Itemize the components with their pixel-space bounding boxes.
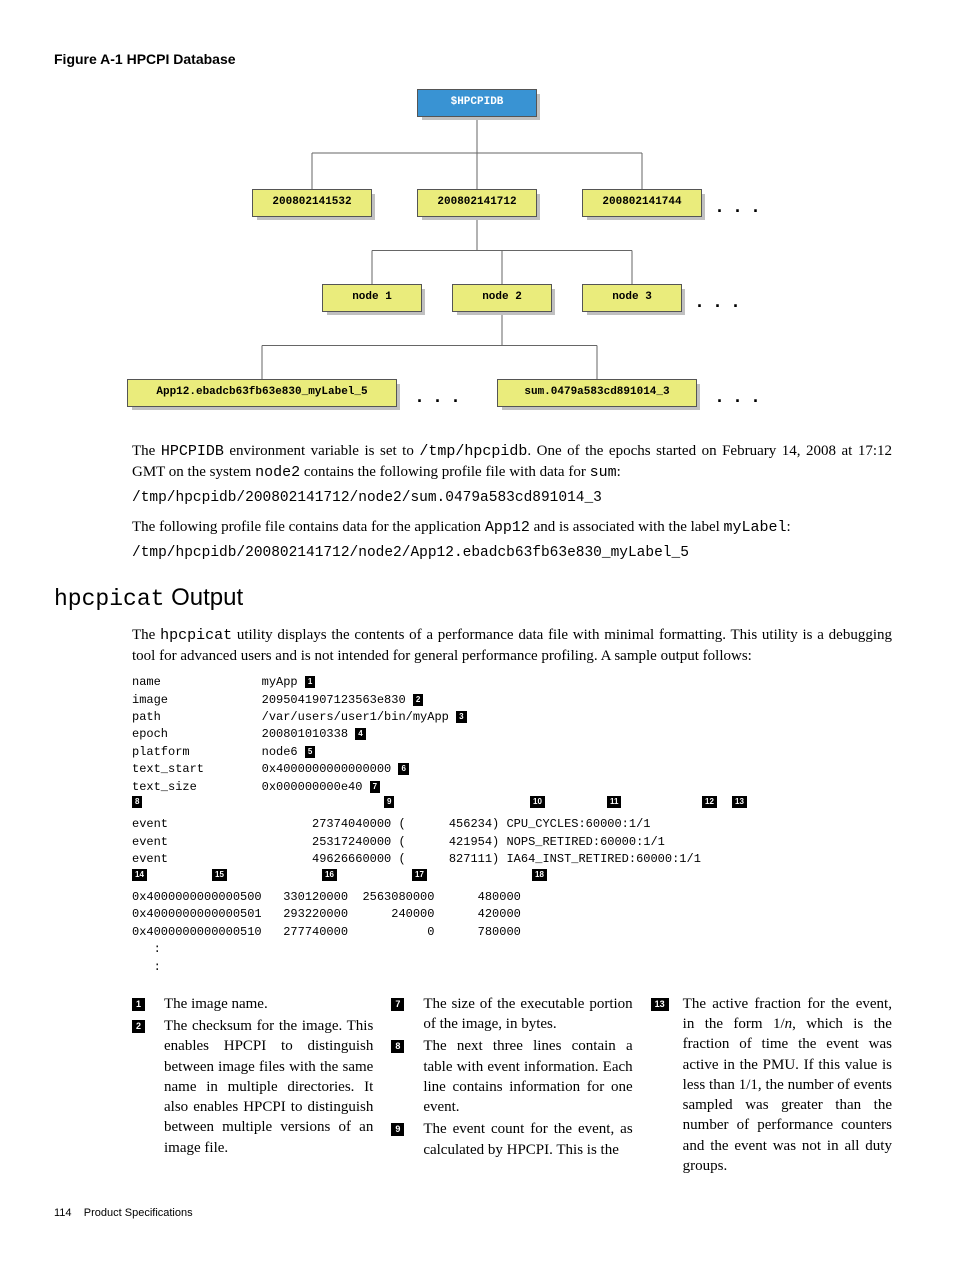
footer-label: Product Specifications [84, 1207, 193, 1219]
text: : [617, 464, 621, 480]
paragraph-3: The hpcpicat utility displays the conten… [132, 625, 892, 667]
text-mono: sum [590, 464, 617, 481]
text: The following profile file contains data… [132, 519, 485, 535]
callout-15: 15 [212, 869, 227, 881]
diagram-node-2: node 3 [582, 284, 682, 312]
diagram-epoch-ellipsis: . . . [717, 194, 762, 218]
legend-text-7: The size of the executable portion of th… [423, 994, 632, 1035]
file-path-2: /tmp/hpcpidb/200802141712/node2/App12.eb… [132, 544, 892, 564]
legend-item-8: 8 The next three lines contain a table wi… [391, 1036, 632, 1117]
legend-callout-13: 13 [651, 998, 669, 1011]
hpcpicat-output: name myApp 1 image 2095041907123563e830 … [132, 674, 892, 976]
legend-item-7: 7 The size of the executable portion of t… [391, 994, 632, 1035]
legend-callout-2: 2 [132, 1020, 145, 1033]
text: The [132, 443, 161, 459]
diagram-leaf-mid-ellipsis: . . . [417, 384, 462, 408]
callout-2: 2 [413, 694, 423, 706]
callout-legend: 1 The image name. 2 The checksum for the im… [132, 994, 892, 1178]
hpcpi-diagram: $HPCPIDB 200802141532 200802141712 20080214… [97, 89, 857, 419]
callout-10: 10 [530, 796, 545, 808]
legend-item-9: 9 The event count for the event, as calcu… [391, 1119, 632, 1160]
legend-item-1: 1 The image name. [132, 994, 373, 1014]
text-mono: /tmp/hpcpidb [419, 443, 527, 460]
legend-callout-9: 9 [391, 1123, 404, 1136]
diagram-leaf-0: App12.ebadcb63fb63e830_myLabel_5 [127, 379, 397, 407]
text-mono: node2 [255, 464, 300, 481]
text-mono: App12 [485, 519, 530, 536]
legend-callout-7: 7 [391, 998, 404, 1011]
legend-text-13: The active fraction for the event, in th… [683, 994, 892, 1176]
text: utility displays the contents of a perfo… [132, 627, 892, 664]
callout-5: 5 [305, 746, 315, 758]
callout-17: 17 [412, 869, 427, 881]
callout-6: 6 [398, 763, 408, 775]
paragraph-2: The following profile file contains data… [132, 517, 892, 538]
diagram-epoch-0: 200802141532 [252, 189, 372, 217]
legend-text-1: The image name. [164, 994, 373, 1014]
callout-16: 16 [322, 869, 337, 881]
legend-item-2: 2 The checksum for the image. This enable… [132, 1016, 373, 1158]
callout-14: 14 [132, 869, 147, 881]
callout-4: 4 [355, 728, 365, 740]
heading-text: Output [164, 584, 243, 611]
text: The [132, 627, 160, 643]
heading-mono: hpcpicat [54, 586, 164, 612]
diagram-node-1: node 2 [452, 284, 552, 312]
diagram-node-0: node 1 [322, 284, 422, 312]
legend-text-8: The next three lines contain a table wit… [423, 1036, 632, 1117]
text: : [787, 519, 791, 535]
text: and is associated with the label [530, 519, 724, 535]
callout-18: 18 [532, 869, 547, 881]
callout-1: 1 [305, 676, 315, 688]
diagram-node-ellipsis: . . . [697, 289, 742, 313]
diagram-root: $HPCPIDB [417, 89, 537, 117]
callout-12: 12 [702, 796, 717, 808]
legend-callout-1: 1 [132, 998, 145, 1011]
diagram-epoch-1: 200802141712 [417, 189, 537, 217]
text-mono: myLabel [724, 519, 787, 536]
callout-11: 11 [607, 796, 621, 808]
file-path-1: /tmp/hpcpidb/200802141712/node2/sum.0479… [132, 489, 892, 509]
callout-3: 3 [456, 711, 466, 723]
callout-9: 9 [384, 796, 394, 808]
text: environment variable is set to [224, 443, 419, 459]
section-heading: hpcpicat Output [54, 582, 900, 615]
legend-text-9: The event count for the event, as calcul… [423, 1119, 632, 1160]
callout-8: 8 [132, 796, 142, 808]
text-mono: hpcpicat [160, 627, 232, 644]
figure-title: Figure A-1 HPCPI Database [54, 50, 900, 69]
diagram-leaf-end-ellipsis: . . . [717, 384, 762, 408]
text: contains the following profile file with… [300, 464, 590, 480]
callout-13: 13 [732, 796, 747, 808]
page-footer: 114 Product Specifications [54, 1206, 900, 1221]
paragraph-1: The HPCPIDB environment variable is set … [132, 441, 892, 484]
callout-7: 7 [370, 781, 380, 793]
diagram-leaf-1: sum.0479a583cd891014_3 [497, 379, 697, 407]
legend-callout-8: 8 [391, 1040, 404, 1053]
legend-item-13: 13 The active fraction for the event, in … [651, 994, 892, 1176]
diagram-epoch-2: 200802141744 [582, 189, 702, 217]
page-number: 114 [54, 1207, 72, 1219]
legend-text-2: The checksum for the image. This enables… [164, 1016, 373, 1158]
text-mono: HPCPIDB [161, 443, 224, 460]
